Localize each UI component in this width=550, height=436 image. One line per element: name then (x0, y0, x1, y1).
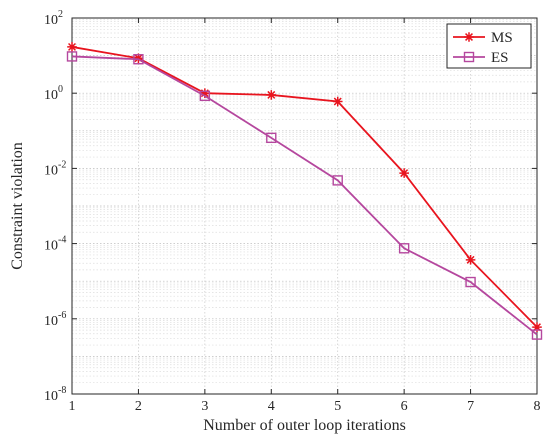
data-point-ms (200, 88, 210, 98)
y-tick-label: 102 (44, 9, 63, 28)
y-tick-label: 10-4 (44, 235, 66, 254)
data-point-es (133, 54, 144, 65)
data-point-ms (67, 42, 77, 52)
data-point-es (465, 276, 476, 288)
data-point-ms (133, 53, 144, 64)
data-point-ms (266, 90, 277, 100)
legend-box (446, 23, 532, 69)
series-ms (67, 42, 542, 332)
y-tick-label: 10-6 (44, 310, 66, 329)
legend-marker-es (463, 51, 475, 63)
data-point-es (531, 329, 543, 340)
series (66, 42, 543, 340)
series-line-ms (71, 46, 538, 328)
legend-marker-ms (464, 32, 474, 42)
x-tick-label: 2 (135, 399, 142, 414)
y-axis-label: Constraint violation (9, 142, 26, 270)
y-tick-label: 10-2 (44, 159, 66, 178)
x-tick-label: 4 (268, 399, 275, 414)
x-tick-label: 6 (401, 399, 408, 414)
grid (71, 18, 538, 395)
x-axis-label: Number of outer loop iterations (203, 417, 406, 434)
data-point-ms (332, 96, 343, 107)
x-tick-label: 8 (534, 399, 541, 414)
y-tick-label: 100 (44, 84, 63, 103)
x-tick-label: 3 (201, 399, 208, 414)
x-tick-label: 1 (69, 399, 76, 414)
x-tick-label: 5 (334, 399, 341, 414)
data-point-es (66, 51, 78, 62)
y-tick-label: 10-8 (44, 385, 66, 404)
data-point-ms (399, 168, 409, 178)
data-point-ms (465, 255, 476, 265)
data-point-es (398, 243, 410, 254)
legend-label-es: ES (491, 50, 509, 66)
x-axis: 1 2 3 4 5 6 7 8 (69, 18, 541, 414)
plot-area (71, 17, 538, 395)
y-axis: 10-8 10-6 10-4 10-2 100 102 (44, 9, 537, 404)
data-point-ms (532, 322, 542, 332)
data-point-es (199, 90, 211, 102)
legend: MS ES (446, 23, 532, 69)
data-point-es (332, 175, 343, 186)
x-tick-label: 7 (467, 399, 474, 414)
legend-label-ms: MS (491, 30, 513, 46)
series-line-es (71, 55, 538, 336)
data-point-es (266, 132, 277, 144)
series-es (66, 51, 543, 340)
